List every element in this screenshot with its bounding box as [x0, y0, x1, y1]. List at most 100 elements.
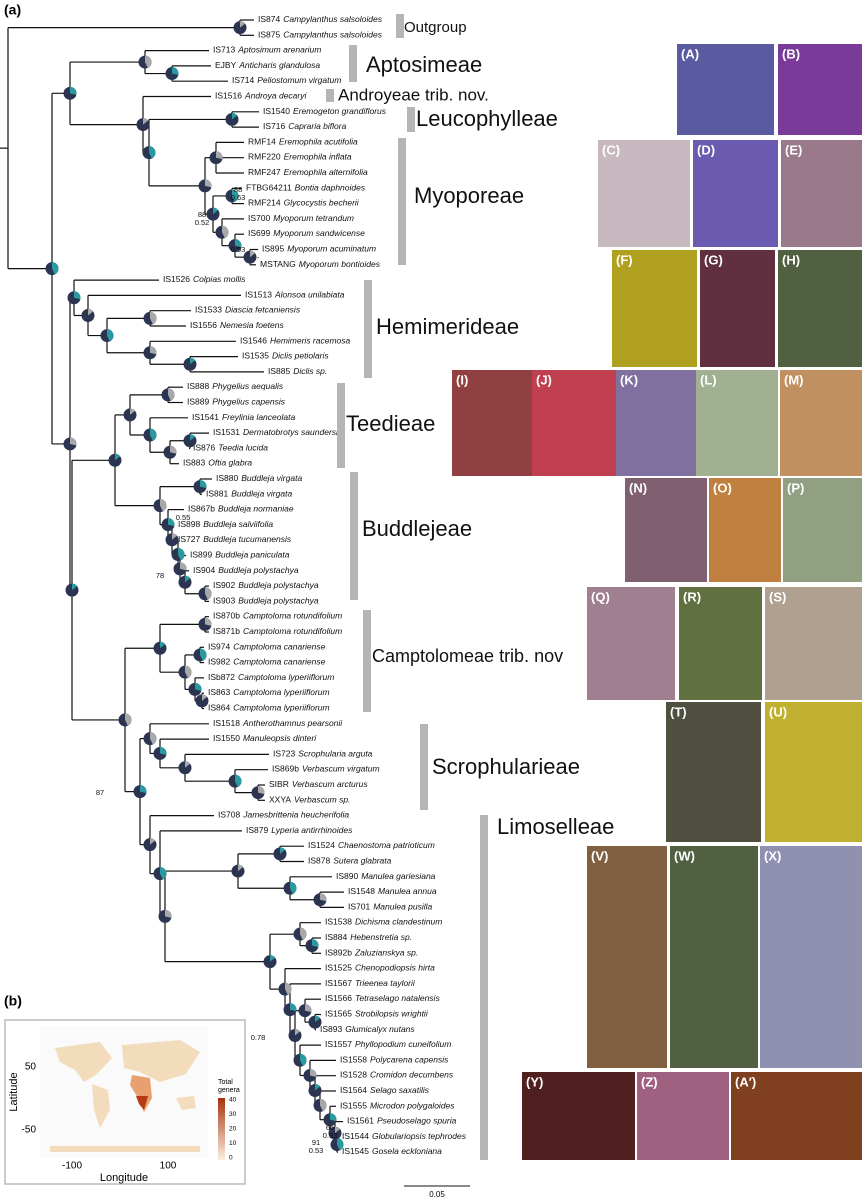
tip-label: IS727 Buddleja tucumanensis [178, 534, 292, 544]
node-pie-wedge [125, 713, 132, 726]
node-pie-wedge [232, 189, 239, 202]
tip-label: IS899 Buddleja paniculata [190, 550, 290, 560]
tip-id: IS1516 [215, 91, 242, 101]
tip-label: IS982 Camptoloma canariense [208, 657, 326, 667]
tip-id: IS1524 [308, 840, 335, 850]
tip-id: FTBG64211 [246, 183, 292, 193]
tip-label: IS874 Campylanthus salsoloides [258, 14, 383, 24]
support-value: 65 [326, 1123, 334, 1132]
node-pie-wedge [170, 445, 177, 454]
node-pie-wedge [320, 1098, 327, 1112]
photo [765, 587, 862, 700]
tip-label: IS904 Buddleja polystachya [193, 565, 299, 575]
node-pie-wedge [165, 909, 172, 918]
photo-label: (V) [591, 848, 608, 863]
tip-label: RMF214 Glycocystis becherii [248, 198, 360, 208]
tip-label: IS1538 Dichisma clandestinum [325, 917, 442, 927]
tip-species: Diascia fetcaniensis [225, 305, 301, 315]
tip-id: MSTANG [260, 259, 296, 269]
tip-species: Phyllopodium cuneifolium [355, 1039, 451, 1049]
map-legend-title: genera [218, 1087, 240, 1094]
photo [616, 370, 696, 476]
tip-species: Strobilopsis wrightii [355, 1009, 429, 1019]
support-value: 0.53 [323, 1131, 338, 1140]
photo-label: (Z) [641, 1074, 658, 1089]
node-pie-wedge [150, 428, 157, 441]
node-pie-wedge [216, 151, 223, 160]
tip-id: IS895 [262, 244, 284, 254]
photo [700, 250, 775, 367]
node-pie-wedge [300, 927, 307, 941]
tip-species: Camptoloma lyperiiflorum [238, 672, 334, 682]
node-pie-wedge [205, 179, 212, 188]
tip-id: IS881 [206, 489, 228, 499]
tip-id: IS870b [213, 611, 240, 621]
tip-species: Manulea pusilla [373, 902, 432, 912]
tip-label: IS701 Manulea pusilla [348, 902, 433, 912]
tip-label: RMF247 Eremophila alternifolia [248, 167, 368, 177]
tip-id: IS1540 [263, 106, 290, 116]
tip-label: IS880 Buddleja virgata [216, 473, 302, 483]
tip-species: Manuleopsis dinteri [243, 733, 317, 743]
tip-species: Buddleja tucumanensis [203, 534, 292, 544]
node-pie-wedge [150, 838, 156, 845]
photo-label: (Q) [591, 589, 610, 604]
tip-label: MSTANG Myoporum bontioides [260, 259, 381, 269]
tip-species: Trieenea taylorii [355, 978, 416, 988]
node-pie-wedge [140, 785, 147, 794]
tip-id: IS1513 [245, 290, 272, 300]
tip-id: IS1564 [340, 1085, 367, 1095]
tip-label: IS1516 Androya decaryi [215, 91, 307, 101]
node-pie-wedge [168, 518, 175, 527]
tip-species: Globulariopsis tephrodes [372, 1131, 467, 1141]
tip-id: IS1544 [342, 1131, 369, 1141]
clade-bar [326, 89, 334, 102]
tip-label: IS898 Buddleja salviifolia [178, 519, 273, 529]
photo [731, 1072, 862, 1160]
photo-label: (R) [683, 589, 701, 604]
tip-species: Colpias mollis [193, 274, 246, 284]
photo [522, 1072, 635, 1160]
tip-species: Campylanthus salsoloides [283, 30, 382, 40]
tip-id: IS904 [193, 565, 215, 575]
tip-species: Buddleja virgata [241, 473, 302, 483]
panel-label: (b) [4, 993, 22, 1009]
tip-species: Myoporum tetrandum [273, 213, 354, 223]
map-land [176, 1096, 196, 1110]
tip-label: IS714 Peliostomum virgatum [232, 75, 341, 85]
tip-label: IS1546 Hemimeris racemosa [240, 336, 351, 346]
tip-label: IS903 Buddleja polystachya [213, 596, 319, 606]
tip-id: IS701 [348, 902, 370, 912]
clade-bar [398, 138, 406, 265]
tip-id: IS1557 [325, 1039, 352, 1049]
tip-species: Aptosimum arenarium [237, 45, 321, 55]
support-value: 87 [96, 788, 104, 797]
clade-bar [350, 472, 358, 600]
support-value: 78 [156, 571, 164, 580]
photo [780, 370, 862, 476]
node-pie-wedge [150, 311, 157, 325]
tip-species: Lyperia antirrhinoides [271, 825, 353, 835]
support-value: 91 [312, 1138, 320, 1147]
tip-label: IS871b Camptoloma rotundifolium [213, 626, 342, 636]
node-pie-wedge [195, 682, 202, 691]
tip-label: IS892b Zaluzianskya sp. [325, 948, 418, 958]
clade-label: Teedieae [346, 411, 435, 436]
tip-species: Alonsoa unilabiata [274, 290, 345, 300]
tip-id: IS879 [246, 825, 268, 835]
photo-label: (K) [620, 372, 638, 387]
clade-bar [407, 107, 415, 132]
tip-species: Pseudoselago spuria [377, 1116, 457, 1126]
tip-label: IS1533 Diascia fetcaniensis [195, 305, 301, 315]
tip-id: IS1538 [325, 917, 352, 927]
tip-species: Zaluzianskya sp. [354, 948, 418, 958]
photo [693, 140, 778, 247]
photo [783, 478, 862, 582]
node-pie-wedge [315, 1015, 321, 1023]
tip-species: Selago saxatilis [370, 1085, 430, 1095]
node-pie-wedge [295, 1028, 301, 1036]
tip-label: IS885 Diclis sp. [268, 366, 327, 376]
tip-id: RMF220 [248, 152, 281, 162]
tip-label: IS713 Aptosimum arenarium [213, 45, 321, 55]
photo [778, 250, 862, 367]
